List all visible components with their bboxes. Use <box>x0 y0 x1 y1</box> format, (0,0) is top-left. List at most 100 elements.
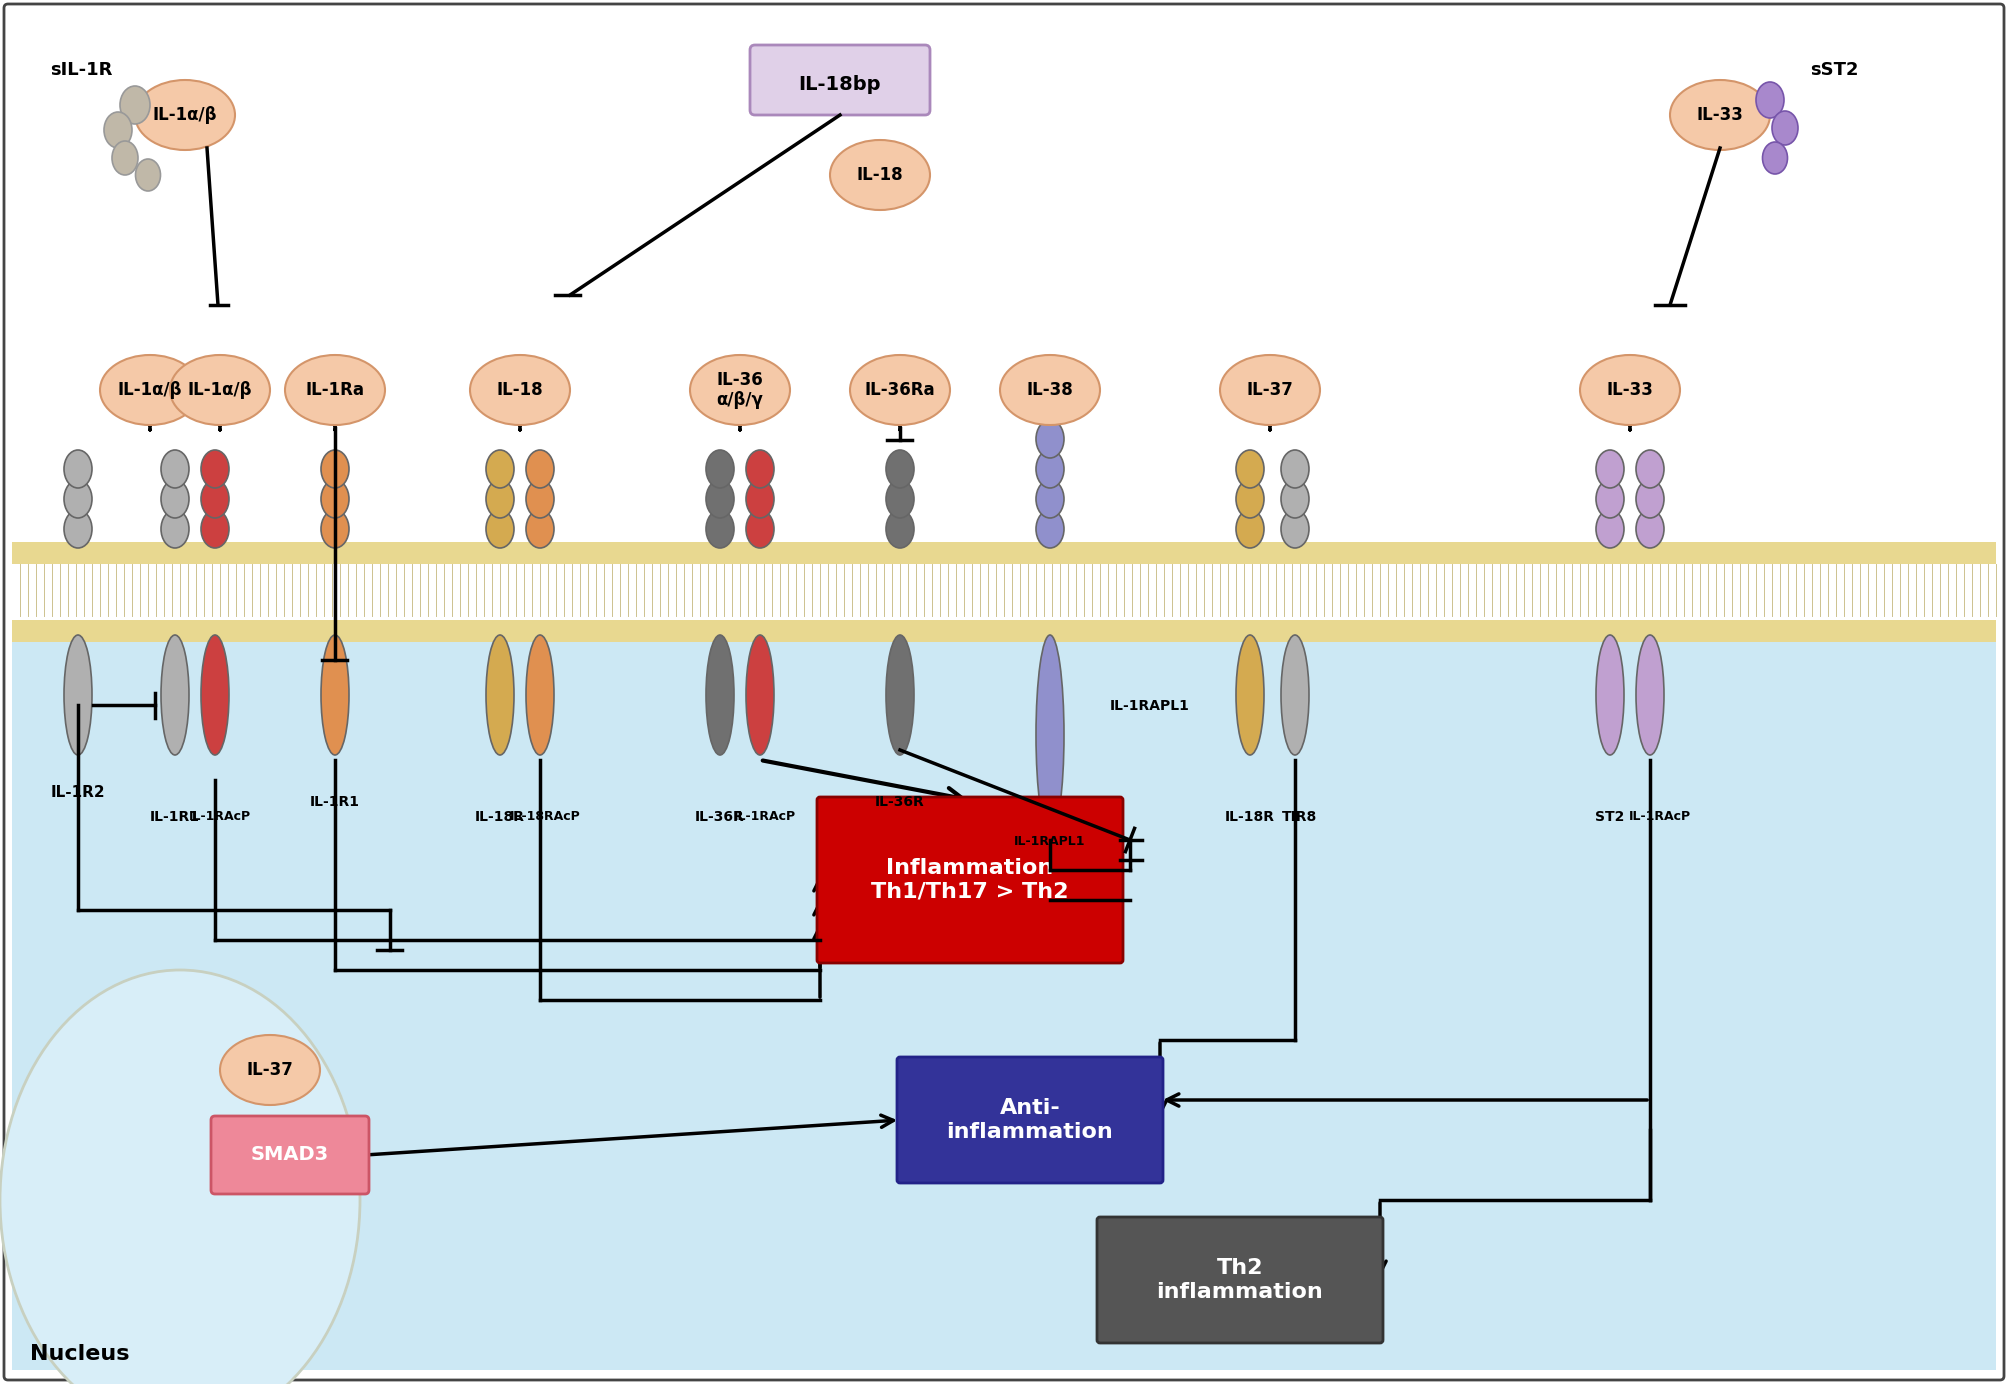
Ellipse shape <box>1756 82 1782 118</box>
Ellipse shape <box>1596 450 1624 489</box>
Ellipse shape <box>1280 509 1309 548</box>
Ellipse shape <box>201 450 229 489</box>
Ellipse shape <box>321 450 349 489</box>
Ellipse shape <box>100 356 201 425</box>
Ellipse shape <box>201 509 229 548</box>
Ellipse shape <box>747 450 773 489</box>
Ellipse shape <box>1636 450 1664 489</box>
Ellipse shape <box>470 356 570 425</box>
Text: TIR8: TIR8 <box>1282 810 1317 823</box>
Ellipse shape <box>885 509 913 548</box>
Ellipse shape <box>885 635 913 756</box>
Text: IL-1Ra: IL-1Ra <box>305 381 365 399</box>
Text: IL-18: IL-18 <box>857 166 903 184</box>
Ellipse shape <box>161 509 189 548</box>
Ellipse shape <box>690 356 789 425</box>
Text: IL-37: IL-37 <box>247 1062 293 1080</box>
Ellipse shape <box>999 356 1100 425</box>
Ellipse shape <box>1236 635 1262 756</box>
Ellipse shape <box>706 635 735 756</box>
Text: IL-36R: IL-36R <box>875 794 925 810</box>
Text: IL-1RAPL1: IL-1RAPL1 <box>1014 835 1086 848</box>
Ellipse shape <box>706 509 735 548</box>
Ellipse shape <box>486 509 514 548</box>
Ellipse shape <box>1596 509 1624 548</box>
Ellipse shape <box>161 450 189 489</box>
Text: IL-18R: IL-18R <box>1224 810 1274 823</box>
Ellipse shape <box>134 159 161 191</box>
Ellipse shape <box>1670 80 1768 149</box>
Ellipse shape <box>1220 356 1319 425</box>
Ellipse shape <box>1236 450 1262 489</box>
Text: IL-33: IL-33 <box>1696 107 1742 125</box>
Text: Inflammation
Th1/Th17 > Th2: Inflammation Th1/Th17 > Th2 <box>871 858 1068 901</box>
FancyBboxPatch shape <box>817 797 1122 963</box>
Text: Th2
inflammation: Th2 inflammation <box>1156 1258 1323 1301</box>
Ellipse shape <box>104 112 132 148</box>
Ellipse shape <box>161 480 189 518</box>
Ellipse shape <box>1636 480 1664 518</box>
Ellipse shape <box>201 635 229 756</box>
Text: Anti-
inflammation: Anti- inflammation <box>945 1099 1112 1142</box>
Ellipse shape <box>1596 480 1624 518</box>
Ellipse shape <box>321 480 349 518</box>
Bar <box>12 620 1995 1370</box>
Ellipse shape <box>1280 635 1309 756</box>
Text: IL-1α/β: IL-1α/β <box>189 381 253 399</box>
Text: IL-36Ra: IL-36Ra <box>865 381 935 399</box>
Ellipse shape <box>849 356 949 425</box>
Ellipse shape <box>1280 480 1309 518</box>
Ellipse shape <box>1762 143 1786 174</box>
Text: IL-1α/β: IL-1α/β <box>153 107 217 125</box>
Ellipse shape <box>134 80 235 149</box>
Ellipse shape <box>120 86 151 125</box>
Ellipse shape <box>64 509 92 548</box>
Text: IL-18: IL-18 <box>496 381 544 399</box>
Bar <box>12 620 1995 642</box>
Text: ST2: ST2 <box>1594 810 1624 823</box>
Text: IL-38: IL-38 <box>1026 381 1074 399</box>
Ellipse shape <box>1236 480 1262 518</box>
Ellipse shape <box>486 450 514 489</box>
Ellipse shape <box>112 141 138 174</box>
Ellipse shape <box>201 480 229 518</box>
Text: sIL-1R: sIL-1R <box>50 61 112 79</box>
Ellipse shape <box>1280 450 1309 489</box>
Ellipse shape <box>526 635 554 756</box>
Ellipse shape <box>526 450 554 489</box>
Ellipse shape <box>486 635 514 756</box>
FancyBboxPatch shape <box>4 4 2003 1380</box>
Ellipse shape <box>1036 450 1064 489</box>
Text: SMAD3: SMAD3 <box>251 1146 329 1164</box>
Ellipse shape <box>161 635 189 756</box>
Text: IL-36
α/β/γ: IL-36 α/β/γ <box>716 371 763 408</box>
Text: IL-1RAcP: IL-1RAcP <box>1628 810 1690 823</box>
Ellipse shape <box>0 970 359 1384</box>
Ellipse shape <box>885 480 913 518</box>
Text: IL-1RAcP: IL-1RAcP <box>189 810 251 823</box>
Bar <box>12 543 1995 565</box>
Text: IL-18bp: IL-18bp <box>799 76 881 94</box>
Text: IL-18RAcP: IL-18RAcP <box>510 810 580 823</box>
Ellipse shape <box>747 635 773 756</box>
FancyBboxPatch shape <box>897 1057 1162 1183</box>
Text: IL-33: IL-33 <box>1606 381 1652 399</box>
Ellipse shape <box>706 450 735 489</box>
Ellipse shape <box>171 356 269 425</box>
Ellipse shape <box>1596 635 1624 756</box>
Text: IL-1R1: IL-1R1 <box>151 810 201 823</box>
Text: Nucleus: Nucleus <box>30 1344 128 1365</box>
Ellipse shape <box>1636 635 1664 756</box>
Ellipse shape <box>221 1035 319 1104</box>
Ellipse shape <box>526 480 554 518</box>
Ellipse shape <box>1236 509 1262 548</box>
Ellipse shape <box>1770 111 1796 145</box>
FancyBboxPatch shape <box>1096 1217 1383 1342</box>
FancyBboxPatch shape <box>751 46 929 115</box>
Ellipse shape <box>321 635 349 756</box>
Text: IL-1RAPL1: IL-1RAPL1 <box>1110 699 1190 713</box>
Text: IL-18R: IL-18R <box>476 810 524 823</box>
Text: IL-1R2: IL-1R2 <box>50 785 104 800</box>
Ellipse shape <box>1036 419 1064 458</box>
Ellipse shape <box>829 140 929 210</box>
